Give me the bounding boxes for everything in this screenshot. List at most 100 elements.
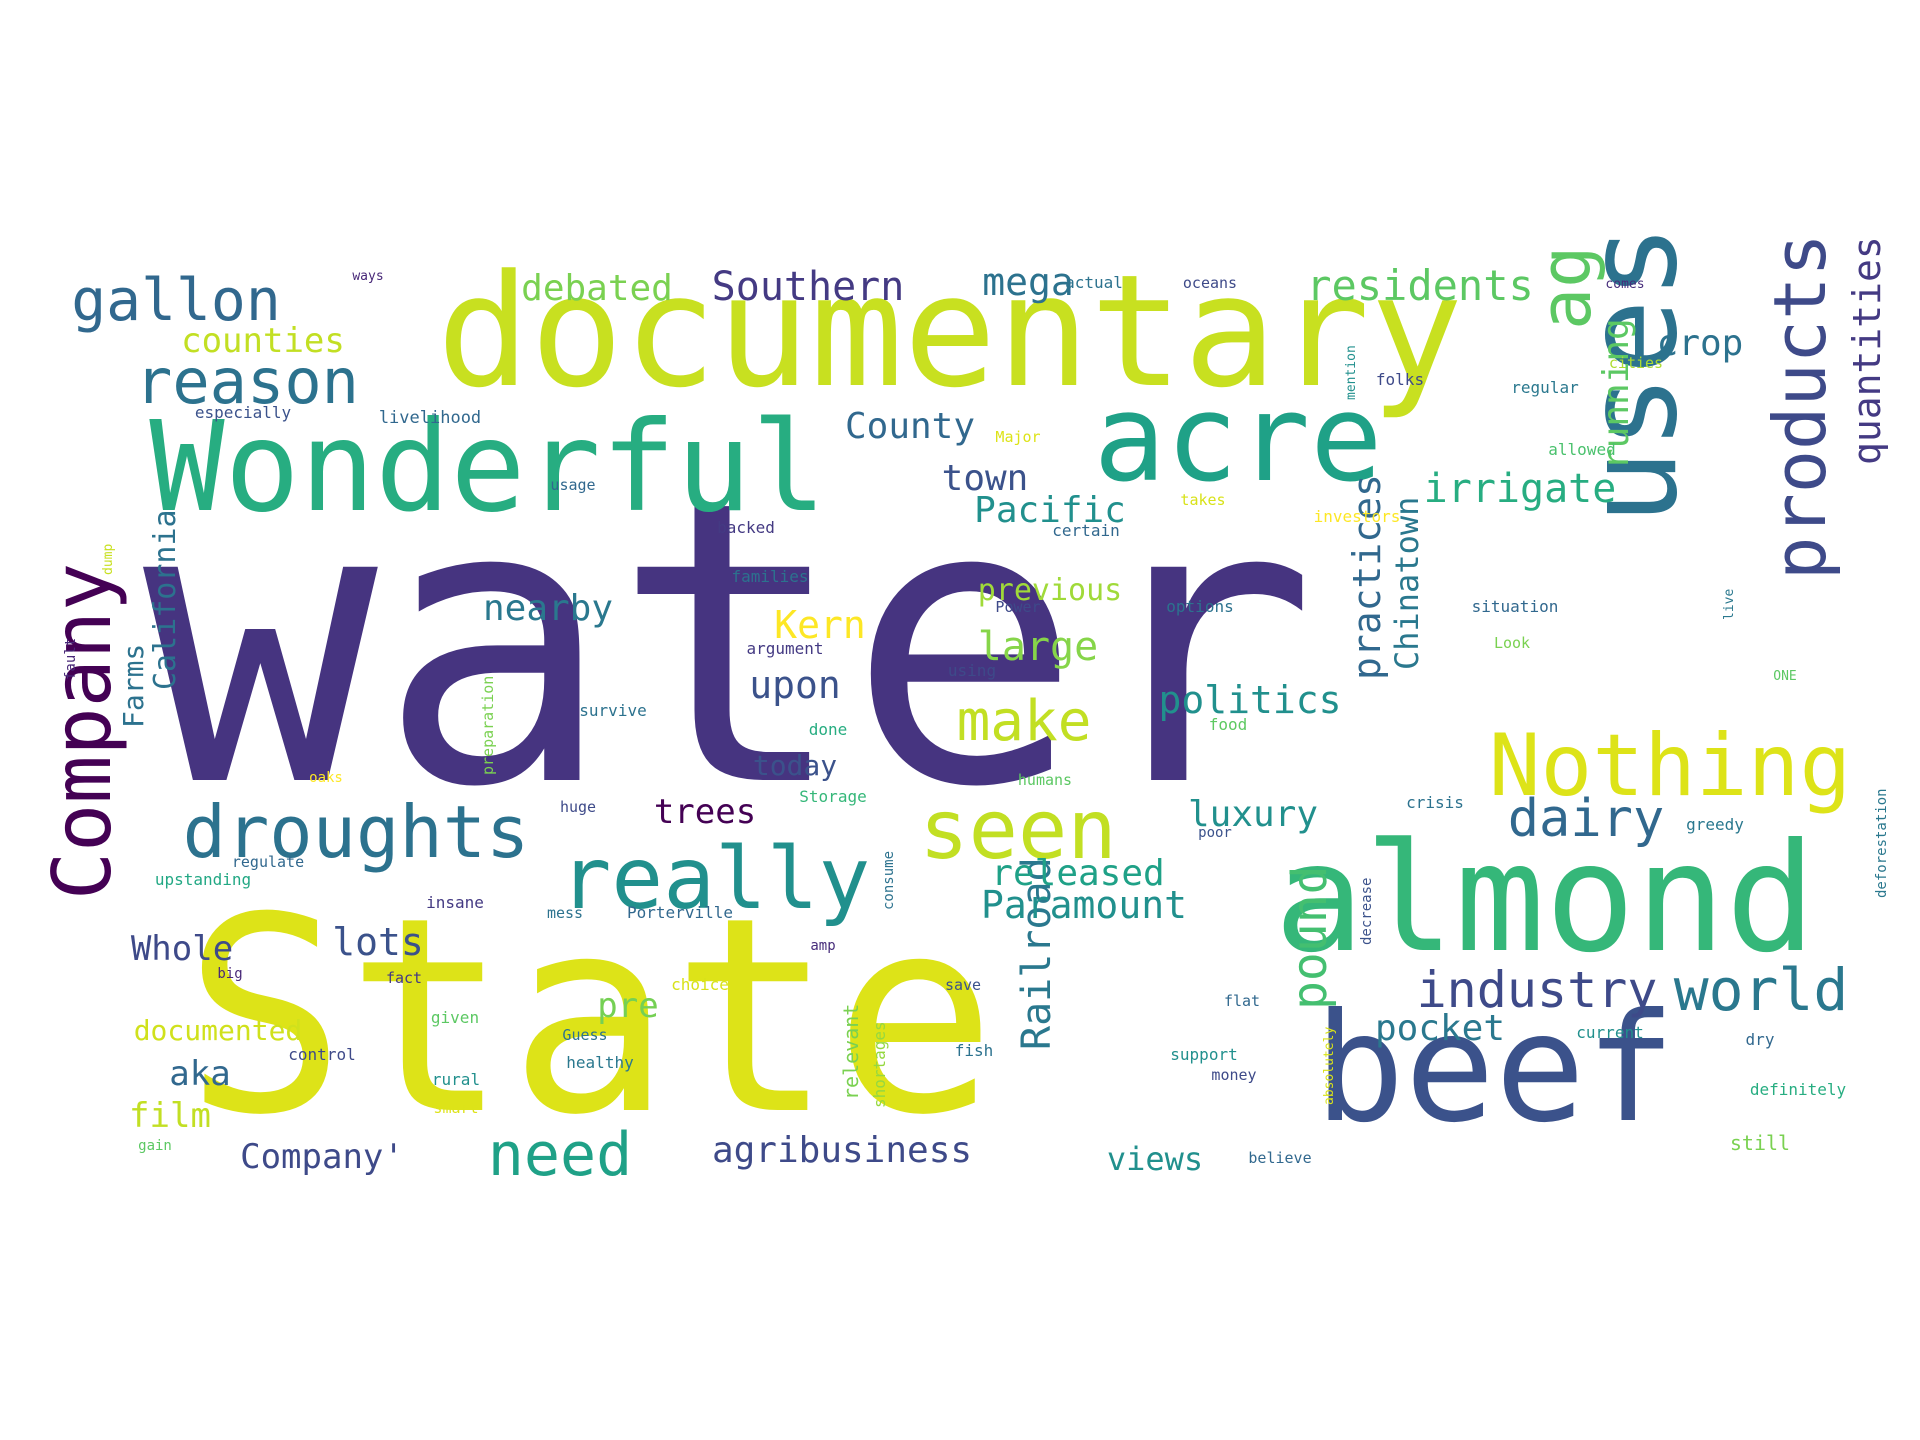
cloud-word-kern: Kern xyxy=(774,603,866,647)
cloud-word-relevant: relevant xyxy=(839,1004,863,1100)
cloud-word-documentary: documentary xyxy=(437,241,1464,422)
cloud-word-southern: Southern xyxy=(712,264,905,310)
cloud-word-porterville: Porterville xyxy=(627,903,733,922)
cloud-word-views: views xyxy=(1107,1140,1203,1178)
cloud-word-previous: previous xyxy=(978,573,1123,608)
cloud-word-actual: actual xyxy=(1065,273,1123,292)
cloud-word-believe: believe xyxy=(1248,1149,1311,1167)
cloud-word-fault: fault xyxy=(63,638,79,680)
cloud-word-healthy: healthy xyxy=(566,1053,634,1072)
cloud-word-definitely: definitely xyxy=(1750,1080,1847,1099)
cloud-word-mess: mess xyxy=(547,904,583,922)
cloud-word-takes: takes xyxy=(1180,491,1225,509)
cloud-word-control: control xyxy=(288,1045,355,1064)
cloud-word-droughts: droughts xyxy=(183,790,530,874)
cloud-word-situation: situation xyxy=(1472,597,1559,616)
cloud-word-current: current xyxy=(1576,1023,1643,1042)
cloud-word-luxury: luxury xyxy=(1188,794,1318,835)
cloud-word-town: town xyxy=(942,458,1029,499)
cloud-word-wonderful: Wonderful xyxy=(149,395,826,540)
cloud-word-large: large xyxy=(978,624,1098,670)
cloud-word-aka: aka xyxy=(169,1054,230,1094)
cloud-word-oaks: oaks xyxy=(309,770,343,786)
cloud-word-comes: comes xyxy=(1605,277,1644,292)
cloud-word-uses: uses xyxy=(1560,224,1705,525)
cloud-word-usage: usage xyxy=(550,476,595,494)
cloud-word-power: Power xyxy=(995,598,1040,616)
cloud-word-pound: pound xyxy=(1282,866,1338,1011)
cloud-word-survive: survive xyxy=(579,701,646,720)
cloud-word-smart: smart xyxy=(433,1099,478,1117)
cloud-word-amp: amp xyxy=(810,938,835,954)
cloud-word-practices: practices xyxy=(1345,474,1389,680)
cloud-word-need: need xyxy=(488,1120,633,1190)
cloud-word-families: families xyxy=(731,567,808,586)
cloud-word-nothing: Nothing xyxy=(1489,716,1851,816)
cloud-word-guess: Guess xyxy=(562,1026,607,1044)
cloud-word-farms: Farms xyxy=(117,644,150,728)
cloud-word-agribusiness: agribusiness xyxy=(712,1130,972,1171)
cloud-word-politics: politics xyxy=(1158,678,1341,722)
cloud-word-pacific: Pacific xyxy=(974,490,1126,531)
cloud-word-regular: regular xyxy=(1511,378,1579,397)
cloud-word-fact: fact xyxy=(386,969,422,987)
cloud-word-absolutely: absolutely xyxy=(1322,1027,1337,1105)
cloud-word-ag: ag xyxy=(1525,246,1607,330)
cloud-word-cities: cities xyxy=(1609,354,1663,372)
cloud-word-huge: huge xyxy=(560,798,596,816)
cloud-word-fish: fish xyxy=(955,1041,994,1060)
cloud-word-dry: dry xyxy=(1746,1030,1775,1049)
cloud-word-certain: certain xyxy=(1052,521,1119,540)
cloud-word-paramount: Paramount xyxy=(981,883,1187,927)
cloud-word-world: world xyxy=(1674,956,1849,1024)
cloud-word-company-: Company' xyxy=(240,1137,404,1177)
cloud-word-regulate: regulate xyxy=(232,853,304,871)
cloud-word-gallon: gallon xyxy=(71,266,281,334)
cloud-word-investors: investors xyxy=(1314,507,1401,526)
cloud-word-food: food xyxy=(1209,715,1248,734)
cloud-word-released: released xyxy=(991,853,1164,894)
cloud-word-poor: poor xyxy=(1198,825,1232,841)
cloud-word-california: California xyxy=(148,509,183,690)
cloud-word-consume: consume xyxy=(881,851,897,910)
cloud-word-upstanding: upstanding xyxy=(155,870,251,889)
cloud-word-mega: mega xyxy=(982,260,1074,304)
cloud-word-rural: rural xyxy=(432,1070,480,1089)
cloud-word-state: State xyxy=(184,859,997,1174)
cloud-word-gain: gain xyxy=(138,1138,172,1154)
cloud-word-shortages: shortages xyxy=(870,1021,889,1108)
cloud-word-running: running xyxy=(1596,318,1637,470)
cloud-word-really: really xyxy=(560,829,871,929)
cloud-word-support: support xyxy=(1170,1045,1237,1064)
cloud-word-quantities: quantities xyxy=(1845,236,1889,465)
cloud-word-save: save xyxy=(945,976,981,994)
cloud-word-mention: mention xyxy=(1344,345,1359,400)
cloud-word-dump: dump xyxy=(101,544,116,575)
cloud-word-options: options xyxy=(1166,597,1233,616)
cloud-word-allowed: allowed xyxy=(1548,440,1615,459)
cloud-word-storage: Storage xyxy=(799,787,866,806)
cloud-word-acre: acre xyxy=(1094,370,1383,509)
cloud-word-debated: debated xyxy=(521,268,673,309)
cloud-word-nearby: nearby xyxy=(483,588,613,629)
cloud-word-counties: counties xyxy=(181,321,345,361)
cloud-word-insane: insane xyxy=(426,893,484,912)
cloud-word-county: County xyxy=(845,406,975,447)
cloud-word-big: big xyxy=(217,966,242,982)
cloud-word-money: money xyxy=(1211,1066,1256,1084)
cloud-word-chinatown: Chinatown xyxy=(1388,497,1426,670)
cloud-word-decrease: decrease xyxy=(1359,878,1375,945)
cloud-word-live: live xyxy=(1722,589,1737,620)
cloud-word-one: ONE xyxy=(1773,669,1796,684)
cloud-word-beef: beef xyxy=(1314,982,1675,1156)
cloud-word-seen: seen xyxy=(919,783,1116,878)
cloud-word-products: products xyxy=(1758,233,1842,580)
cloud-word-look: Look xyxy=(1494,634,1530,652)
cloud-word-backed: backed xyxy=(717,518,775,537)
cloud-word-almond: almond xyxy=(1274,812,1816,986)
cloud-word-crisis: crisis xyxy=(1406,793,1464,812)
cloud-word-upon: upon xyxy=(749,663,841,707)
